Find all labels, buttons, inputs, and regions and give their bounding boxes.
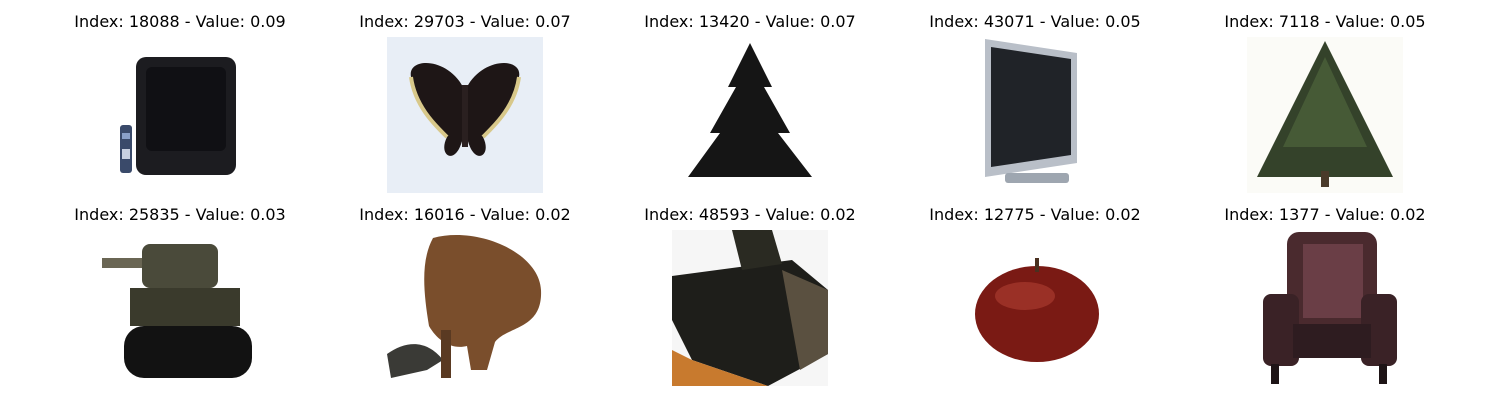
image-cell: Index: 43071 - Value: 0.05 bbox=[905, 12, 1165, 202]
image-cell: Index: 7118 - Value: 0.05 bbox=[1195, 12, 1455, 202]
fir-tree-thumbnail bbox=[1247, 37, 1403, 193]
television-thumbnail bbox=[102, 37, 258, 193]
apple-thumbnail bbox=[957, 230, 1113, 386]
image-caption: Index: 18088 - Value: 0.09 bbox=[74, 12, 286, 31]
image-cell: Index: 25835 - Value: 0.03 bbox=[50, 205, 310, 395]
flat-monitor-thumbnail bbox=[957, 37, 1113, 193]
bison-thumbnail bbox=[387, 230, 543, 386]
armchair-thumbnail bbox=[1247, 230, 1403, 386]
image-caption: Index: 43071 - Value: 0.05 bbox=[929, 12, 1141, 31]
image-caption: Index: 48593 - Value: 0.02 bbox=[644, 205, 856, 224]
image-cell: Index: 1377 - Value: 0.02 bbox=[1195, 205, 1455, 395]
image-cell: Index: 48593 - Value: 0.02 bbox=[620, 205, 880, 395]
image-caption: Index: 1377 - Value: 0.02 bbox=[1224, 205, 1426, 224]
image-caption: Index: 13420 - Value: 0.07 bbox=[644, 12, 856, 31]
image-caption: Index: 12775 - Value: 0.02 bbox=[929, 205, 1141, 224]
image-caption: Index: 7118 - Value: 0.05 bbox=[1224, 12, 1426, 31]
tank-thumbnail bbox=[102, 230, 258, 386]
tank-closeup-thumbnail bbox=[672, 230, 828, 386]
image-caption: Index: 25835 - Value: 0.03 bbox=[74, 205, 286, 224]
image-cell: Index: 16016 - Value: 0.02 bbox=[335, 205, 595, 395]
butterfly-thumbnail bbox=[387, 37, 543, 193]
image-cell: Index: 13420 - Value: 0.07 bbox=[620, 12, 880, 202]
image-caption: Index: 29703 - Value: 0.07 bbox=[359, 12, 571, 31]
image-caption: Index: 16016 - Value: 0.02 bbox=[359, 205, 571, 224]
image-cell: Index: 18088 - Value: 0.09 bbox=[50, 12, 310, 202]
image-cell: Index: 29703 - Value: 0.07 bbox=[335, 12, 595, 202]
pine-tree-thumbnail bbox=[672, 37, 828, 193]
image-cell: Index: 12775 - Value: 0.02 bbox=[905, 205, 1165, 395]
